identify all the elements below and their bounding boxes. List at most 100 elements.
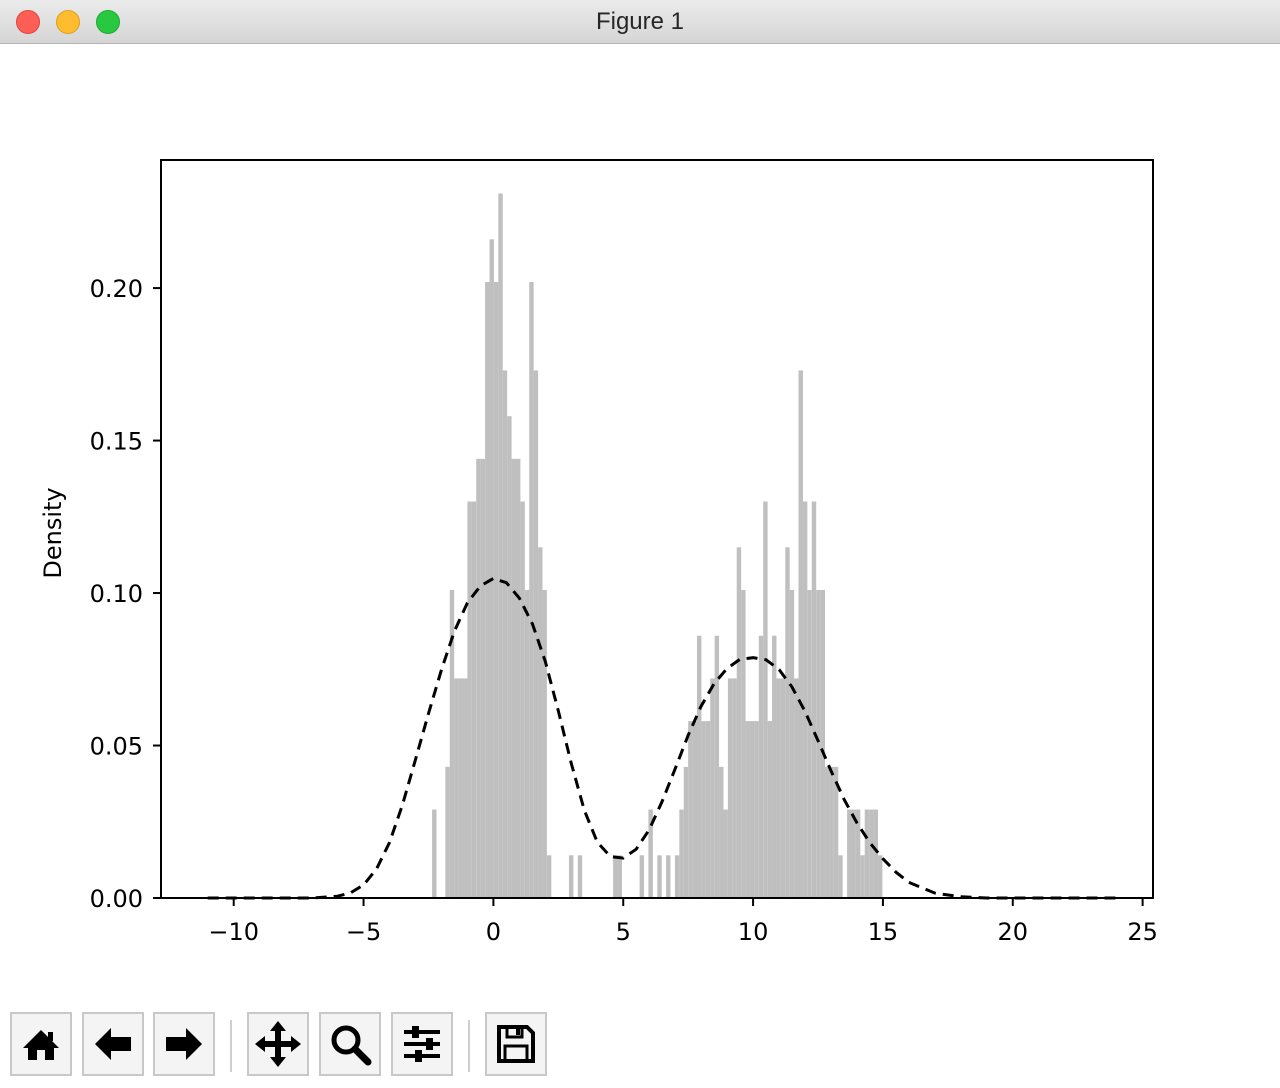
histogram-bar-42 (617, 855, 622, 898)
histogram-bar-26 (546, 855, 552, 898)
histogram-bar-72 (749, 721, 755, 898)
histogram-bar-67 (727, 678, 733, 898)
histogram-bar-78 (776, 678, 781, 898)
zoom-window-button[interactable] (96, 10, 120, 34)
x-tick-label: 25 (1127, 918, 1158, 946)
histogram-bar-101 (877, 855, 883, 898)
histogram-bar-94 (847, 809, 852, 898)
y-axis-label: Density (39, 487, 67, 578)
toolbar-separator (468, 1020, 470, 1072)
magnifier-icon (331, 1025, 372, 1066)
histogram-bar-82 (794, 678, 799, 898)
navigation-toolbar (0, 1008, 1280, 1088)
histogram-bar-79 (780, 678, 786, 898)
histogram-bar-8 (467, 501, 472, 898)
histogram-bar-75 (763, 501, 768, 898)
x-tick-label: −10 (208, 918, 259, 946)
histogram-bar-12 (485, 281, 490, 898)
histogram-bar-99 (869, 809, 874, 898)
histogram-bar-7 (463, 678, 468, 898)
histogram-bar-4 (449, 589, 455, 898)
histogram-bar-9 (471, 501, 477, 898)
histogram-bar-19 (515, 458, 521, 898)
sliders-icon (404, 1026, 440, 1062)
histogram-bar-16 (502, 370, 508, 898)
histogram-bar-0 (432, 809, 437, 898)
arrow-right-icon (166, 1028, 202, 1060)
floppy-disk-icon (497, 1025, 535, 1063)
configure-subplots-button[interactable] (391, 1012, 453, 1076)
y-tick-label: 0.15 (90, 428, 143, 456)
histogram-bar-20 (520, 501, 525, 898)
histogram-bar-65 (719, 766, 724, 898)
histogram-bar-13 (489, 239, 494, 899)
histogram-bar-3 (445, 766, 450, 898)
y-tick-label: 0.05 (90, 733, 143, 761)
pan-button[interactable] (247, 1012, 309, 1076)
histogram-bar-24 (538, 547, 543, 898)
x-tick-label: 0 (486, 918, 501, 946)
histogram-bar-18 (511, 458, 516, 898)
histogram-bar-68 (732, 678, 737, 898)
histogram-bar-73 (754, 721, 759, 898)
histogram-bar-17 (507, 416, 512, 898)
histogram-bar-69 (736, 547, 742, 898)
x-tick-label: 5 (616, 918, 631, 946)
histogram-bar-95 (851, 809, 856, 898)
x-tick-label: 15 (868, 918, 899, 946)
y-tick-label: 0.20 (90, 275, 143, 303)
histogram-bar-100 (873, 809, 878, 898)
window-titlebar: Figure 1 (0, 0, 1280, 44)
histogram-bar-15 (498, 193, 503, 898)
histogram-bar-59 (692, 721, 697, 898)
histogram-bar-56 (679, 809, 684, 898)
histogram-bar-57 (683, 766, 689, 898)
zoom-button[interactable] (319, 1012, 381, 1076)
histogram-bar-87 (816, 589, 821, 898)
home-button[interactable] (10, 1012, 72, 1076)
histogram-bar-61 (701, 721, 706, 898)
histogram-bar-71 (745, 721, 750, 898)
histogram-bar-64 (714, 635, 720, 898)
histogram-bar-47 (639, 855, 645, 898)
histogram-bar-33 (577, 855, 583, 898)
move-icon (255, 1021, 301, 1067)
histogram-bar-41 (613, 855, 618, 898)
histogram-bar-92 (838, 855, 843, 898)
histogram-bar-89 (825, 766, 830, 898)
histogram-bar-53 (666, 855, 671, 898)
histogram-bar-74 (758, 635, 764, 898)
home-icon (23, 1030, 59, 1060)
minimize-window-button[interactable] (56, 10, 80, 34)
histogram-bar-77 (772, 635, 777, 898)
histogram-bar-96 (855, 809, 861, 898)
histogram-bar-6 (458, 678, 464, 898)
close-window-button[interactable] (16, 10, 40, 34)
histogram-bar-90 (829, 766, 834, 898)
histogram-bar-22 (529, 281, 534, 898)
histogram-bar-11 (480, 458, 486, 898)
density-line (207, 576, 1117, 900)
histogram-bar-10 (476, 458, 481, 898)
histogram-bar-21 (524, 589, 530, 898)
window-title: Figure 1 (595, 8, 685, 35)
histogram-bar-66 (723, 809, 728, 898)
histogram-bar-80 (785, 547, 790, 898)
histogram-bar-5 (454, 678, 459, 898)
histogram-bar-60 (696, 635, 702, 898)
histogram-bar-31 (568, 855, 574, 898)
histogram-bar-83 (798, 370, 803, 898)
histogram-bar-23 (533, 370, 539, 898)
histogram-bar-76 (767, 721, 773, 898)
histogram-bar-55 (674, 855, 680, 898)
histogram-bar-88 (820, 589, 826, 898)
back-button[interactable] (82, 1012, 144, 1076)
histogram-bar-14 (493, 281, 499, 898)
toolbar-separator (230, 1020, 232, 1072)
save-button[interactable] (485, 1012, 547, 1076)
arrow-left-icon (95, 1028, 131, 1060)
forward-button[interactable] (153, 1012, 215, 1076)
histogram-bar-84 (802, 501, 808, 898)
figure-canvas[interactable]: −10 −5 0 5 10 15 20 25 0.00 0.05 0.10 0.15 0.20 Dens… (0, 44, 1280, 1008)
x-tick-label: −5 (346, 918, 381, 946)
